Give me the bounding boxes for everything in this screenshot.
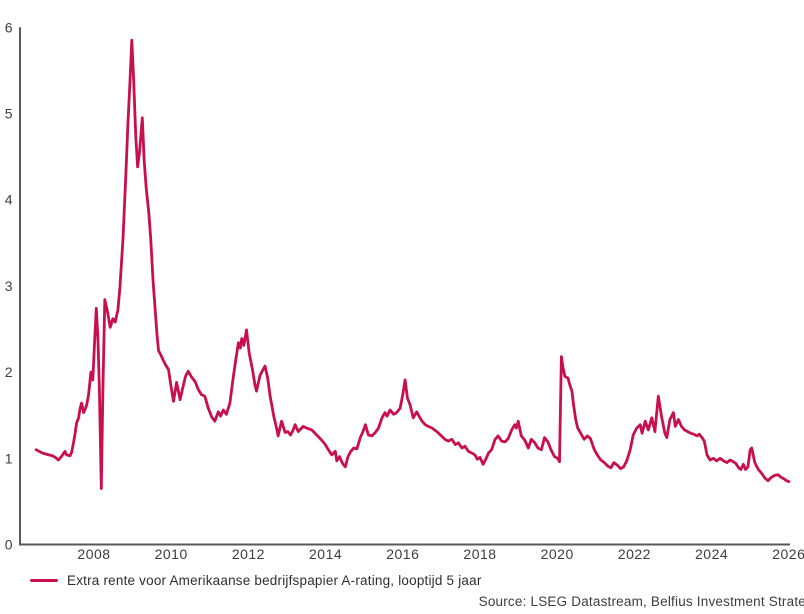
x-tick-label: 2010 [155, 546, 188, 562]
chart-legend: Extra rente voor Amerikaanse bedrijfspap… [30, 572, 482, 589]
x-tick-label: 2018 [463, 546, 496, 562]
x-tick-label: 2008 [77, 546, 110, 562]
y-tick-label: 3 [5, 278, 13, 294]
legend-label: Extra rente voor Amerikaanse bedrijfspap… [67, 573, 482, 588]
x-tick-label: 2026 [772, 546, 804, 562]
y-tick-label: 2 [5, 364, 13, 380]
series-group [34, 38, 791, 490]
legend-line-swatch [30, 578, 58, 583]
x-axis-tick-labels: 2008 2010 2012 2014 2016 2018 2020 2022 2024 2026 [77, 546, 804, 562]
y-tick-label: 0 [5, 537, 13, 553]
x-tick-label: 2020 [541, 546, 574, 562]
y-tick-label: 6 [5, 19, 13, 35]
x-tick-label: 2016 [386, 546, 419, 562]
source-note: Source: LSEG Datastream, Belfius Investm… [478, 594, 804, 609]
y-tick-label: 5 [5, 106, 13, 122]
x-tick-label: 2022 [618, 546, 651, 562]
series-line-extra-rente-voor [34, 38, 791, 490]
x-tick-label: 2024 [695, 546, 728, 562]
x-tick-label: 2014 [309, 546, 342, 562]
y-tick-label: 4 [5, 192, 13, 208]
y-axis-tick-labels: 0 1 2 3 4 5 6 [5, 19, 13, 552]
x-tick-label: 2012 [232, 546, 265, 562]
y-tick-label: 1 [5, 450, 13, 466]
axes [19, 27, 790, 546]
